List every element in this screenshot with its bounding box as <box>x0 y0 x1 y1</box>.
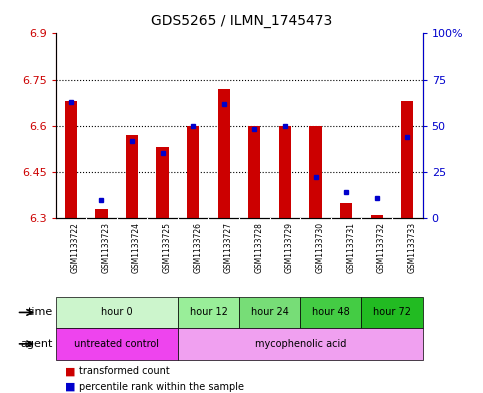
Text: GSM1133722: GSM1133722 <box>71 222 80 273</box>
Text: GSM1133732: GSM1133732 <box>377 222 386 273</box>
Bar <box>310 126 322 218</box>
Text: hour 12: hour 12 <box>189 307 227 318</box>
Text: ■: ■ <box>65 382 76 392</box>
Text: percentile rank within the sample: percentile rank within the sample <box>79 382 244 392</box>
Bar <box>401 101 413 218</box>
Text: GSM1133733: GSM1133733 <box>407 222 416 273</box>
Text: GSM1133729: GSM1133729 <box>285 222 294 273</box>
Text: GSM1133727: GSM1133727 <box>224 222 233 273</box>
Text: GSM1133723: GSM1133723 <box>101 222 111 273</box>
Text: GDS5265 / ILMN_1745473: GDS5265 / ILMN_1745473 <box>151 14 332 28</box>
Text: mycophenolic acid: mycophenolic acid <box>255 339 346 349</box>
Text: transformed count: transformed count <box>79 366 170 376</box>
Text: GSM1133731: GSM1133731 <box>346 222 355 273</box>
Bar <box>279 126 291 218</box>
Text: hour 72: hour 72 <box>373 307 411 318</box>
Bar <box>156 147 169 218</box>
Text: hour 0: hour 0 <box>101 307 132 318</box>
Text: hour 48: hour 48 <box>312 307 350 318</box>
Bar <box>248 126 260 218</box>
Bar <box>95 209 108 218</box>
Text: GSM1133725: GSM1133725 <box>163 222 171 273</box>
Bar <box>370 215 383 218</box>
Bar <box>126 135 138 218</box>
Text: GSM1133724: GSM1133724 <box>132 222 141 273</box>
Text: GSM1133726: GSM1133726 <box>193 222 202 273</box>
Text: GSM1133728: GSM1133728 <box>255 222 263 273</box>
Text: hour 24: hour 24 <box>251 307 289 318</box>
Text: time: time <box>28 307 53 318</box>
Text: ■: ■ <box>65 366 76 376</box>
Bar <box>218 89 230 218</box>
Bar <box>65 101 77 218</box>
Bar <box>340 203 352 218</box>
Text: agent: agent <box>21 339 53 349</box>
Text: untreated control: untreated control <box>74 339 159 349</box>
Text: GSM1133730: GSM1133730 <box>315 222 325 273</box>
Bar <box>187 126 199 218</box>
